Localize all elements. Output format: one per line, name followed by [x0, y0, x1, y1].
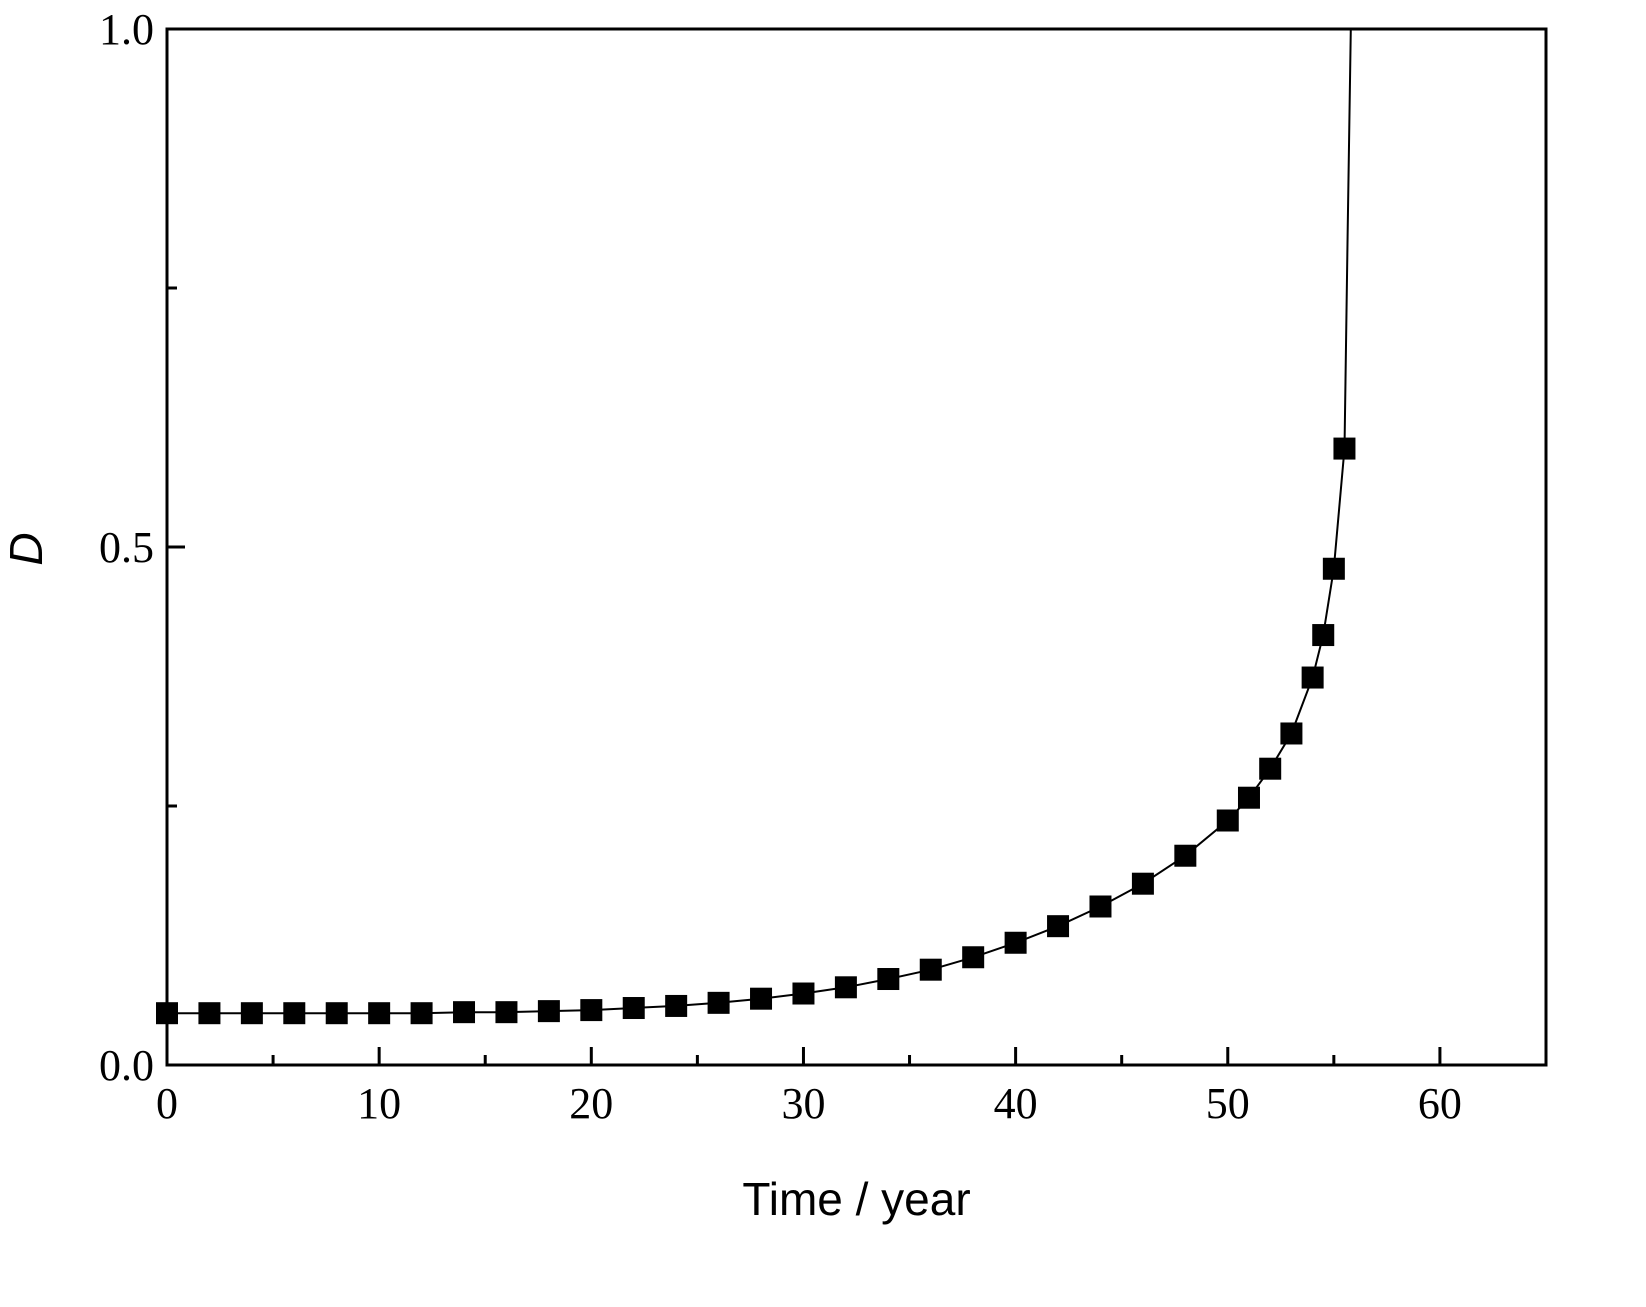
- y-axis-title: D: [0, 532, 52, 565]
- data-point-marker: [707, 991, 730, 1014]
- x-tick-label: 20: [569, 1079, 613, 1128]
- plot-frame: [165, 27, 1548, 1067]
- data-point-marker: [1131, 872, 1154, 895]
- data-point-marker: [1280, 722, 1303, 745]
- data-point-marker: [1237, 786, 1260, 809]
- data-point-marker: [877, 968, 900, 991]
- data-points: [156, 437, 1356, 1025]
- fit-curve-line: [167, 28, 1352, 1015]
- data-point-marker: [240, 1002, 263, 1025]
- data-point-marker: [198, 1002, 221, 1025]
- y-axis-ticks: 0.0 0.5 1.0: [99, 5, 185, 1090]
- y-tick-label: 0.5: [99, 523, 154, 572]
- data-point-marker: [410, 1002, 433, 1025]
- data-point-marker: [1004, 931, 1027, 954]
- data-point-marker: [919, 958, 942, 981]
- data-point-marker: [1312, 624, 1335, 647]
- data-point-marker: [1089, 895, 1112, 918]
- x-axis-title: Time / year: [742, 1173, 970, 1225]
- x-tick-label: 30: [781, 1079, 825, 1128]
- data-point-marker: [1047, 915, 1070, 938]
- data-point-marker: [962, 946, 985, 969]
- data-point-marker: [580, 999, 603, 1022]
- x-tick-label: 10: [357, 1079, 401, 1128]
- data-point-marker: [665, 994, 688, 1017]
- x-axis-ticks: 0 10 20 30 40 50 60: [156, 1047, 1548, 1128]
- data-point-marker: [622, 997, 645, 1020]
- data-point-marker: [792, 982, 815, 1005]
- x-tick-label: 40: [994, 1079, 1038, 1128]
- plot-area: [156, 28, 1356, 1025]
- data-point-marker: [325, 1002, 348, 1025]
- data-point-marker: [1259, 757, 1282, 780]
- data-point-marker: [750, 987, 773, 1010]
- y-tick-label: 0.0: [99, 1041, 154, 1090]
- data-point-marker: [1301, 666, 1324, 689]
- data-point-marker: [1333, 437, 1356, 460]
- data-point-marker: [453, 1001, 476, 1024]
- data-point-marker: [283, 1002, 306, 1025]
- data-point-marker: [1216, 809, 1239, 832]
- data-point-marker: [537, 1000, 560, 1023]
- x-tick-label: 60: [1418, 1079, 1462, 1128]
- data-point-marker: [1322, 557, 1345, 580]
- x-tick-label: 0: [156, 1079, 178, 1128]
- data-point-marker: [1174, 844, 1197, 867]
- data-point-marker: [495, 1001, 518, 1024]
- data-point-marker: [834, 976, 857, 999]
- x-tick-label: 50: [1206, 1079, 1250, 1128]
- data-point-marker: [368, 1002, 391, 1025]
- y-tick-label: 1.0: [99, 5, 154, 54]
